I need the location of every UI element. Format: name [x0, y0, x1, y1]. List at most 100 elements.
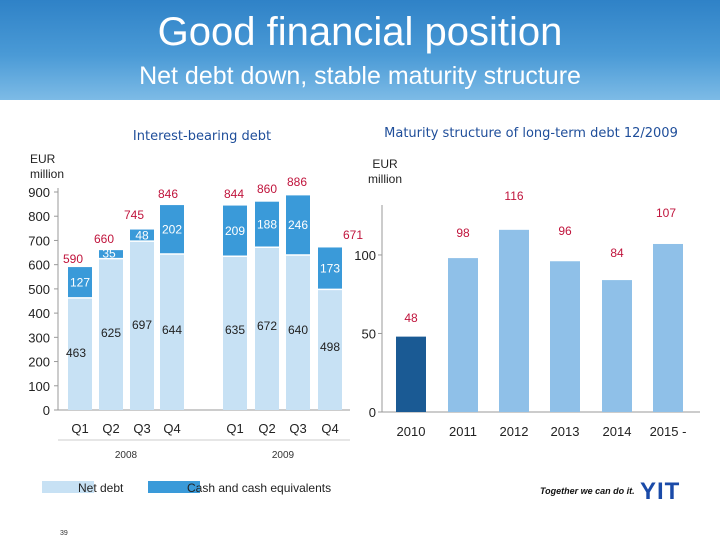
chart2-title: Maturity structure of long-term debt 12/…	[384, 126, 678, 141]
chart2-ylabel-line2: million	[368, 172, 402, 186]
chart1-ylabel-line2: million	[30, 167, 64, 181]
brand-tagline: Together we can do it.	[540, 486, 635, 496]
chart2-xtick: 2010	[397, 424, 426, 439]
chart2-xtick: 2011	[449, 424, 477, 439]
chart1-bar-cash	[160, 205, 184, 255]
chart1-label-cash: 127	[70, 275, 90, 289]
chart1-bar-cash	[99, 250, 123, 259]
slide-title: Good financial position	[157, 10, 563, 54]
chart1-bar-cash	[318, 247, 342, 290]
chart1-label-cash: 209	[225, 224, 245, 238]
chart1-ytick: 100	[28, 379, 50, 394]
chart1-label-total: 745	[124, 208, 144, 222]
chart2-label-value: 84	[610, 246, 624, 260]
chart1-label-cash: 173	[320, 261, 340, 275]
chart2-ytick: 50	[362, 326, 376, 341]
legend-swatch-net-debt	[42, 481, 94, 493]
chart1-xtick: Q3	[133, 421, 150, 436]
legend-label-cash: Cash and cash equivalents	[187, 481, 332, 495]
chart1-label-total: 844	[224, 187, 244, 201]
chart1-group-label: 2009	[272, 450, 295, 461]
brand: Together we can do it. YIT	[540, 478, 710, 505]
chart2-bar	[448, 258, 478, 412]
chart1-label-cash: 35	[102, 247, 116, 261]
chart1-label-total: 886	[287, 175, 307, 189]
chart1-bar-net-debt	[223, 256, 247, 410]
maturity-structure-chart: Maturity structure of long-term debt 12/…	[354, 126, 700, 439]
chart1-label-total: 671	[343, 228, 363, 242]
chart1-bar-net-debt	[255, 247, 279, 410]
legend-label-net-debt: Net debt	[78, 481, 124, 495]
chart1-bar-cash	[286, 195, 310, 255]
chart2-label-value: 48	[404, 311, 418, 325]
chart1-ytick: 400	[28, 306, 50, 321]
chart1-bar-net-debt	[68, 297, 92, 410]
chart1-xtick: Q1	[71, 421, 88, 436]
chart1-label-cash: 188	[257, 217, 277, 231]
header-banner: Good financial position Net debt down, s…	[0, 0, 720, 100]
chart1-group-label: 2008	[115, 450, 138, 461]
chart1-bar-net-debt	[99, 258, 123, 410]
chart2-label-value: 107	[656, 206, 676, 220]
chart1-ytick: 700	[28, 233, 50, 248]
chart1-ytick: 300	[28, 330, 50, 345]
chart1-xtick: Q3	[289, 421, 306, 436]
page-number: 39	[60, 530, 68, 537]
chart2-ytick: 100	[354, 248, 376, 263]
chart1-label-net-debt: 625	[101, 326, 121, 340]
chart1-label-net-debt: 498	[320, 340, 340, 354]
slide-subtitle: Net debt down, stable maturity structure	[139, 62, 581, 90]
chart2-ylabel-line1: EUR	[372, 157, 398, 171]
chart1-xtick: Q2	[258, 421, 275, 436]
chart1-label-total: 860	[257, 182, 277, 196]
chart1-label-net-debt: 463	[66, 346, 86, 360]
chart1-ytick: 900	[28, 185, 50, 200]
chart1-title: Interest-bearing debt	[133, 129, 271, 144]
chart1-label-total: 660	[94, 232, 114, 246]
chart1-label-net-debt: 635	[225, 323, 245, 337]
chart1-xtick: Q2	[102, 421, 119, 436]
chart1-ytick: 800	[28, 209, 50, 224]
chart2-xtick: 2013	[551, 424, 580, 439]
chart1-label-cash: 246	[288, 218, 308, 232]
chart2-label-value: 98	[456, 226, 470, 240]
chart1-label-net-debt: 644	[162, 323, 182, 337]
chart1-label-cash: 48	[135, 228, 149, 242]
chart1-bar-cash	[130, 229, 154, 242]
chart1-label-total: 590	[63, 252, 83, 266]
chart1-bar-cash	[68, 267, 92, 298]
chart2-label-value: 116	[504, 189, 523, 203]
chart1-ytick: 600	[28, 258, 50, 273]
chart1-label-total: 846	[158, 187, 178, 201]
chart1-bar-net-debt	[160, 254, 184, 410]
chart2-bar	[550, 261, 580, 412]
chart1-xtick: Q4	[321, 421, 338, 436]
chart1-bar-net-debt	[130, 241, 154, 410]
chart2-label-value: 96	[558, 224, 572, 238]
chart1-ylabel-line1: EUR	[30, 152, 56, 166]
chart1-ytick: 500	[28, 282, 50, 297]
chart1-label-net-debt: 697	[132, 318, 152, 332]
chart1-ytick: 0	[43, 403, 50, 418]
chart2-bar	[602, 280, 632, 412]
legend: Net debt Cash and cash equivalents	[0, 478, 720, 498]
chart1-label-net-debt: 640	[288, 323, 308, 337]
chart2-bar	[499, 229, 529, 412]
yit-logo: YIT	[640, 478, 681, 505]
chart1-bar-net-debt	[318, 289, 342, 410]
chart2-xtick: 2015 -	[650, 424, 687, 439]
chart1-bar-cash	[223, 205, 247, 257]
chart2-bar	[396, 336, 426, 412]
chart1-xtick: Q1	[226, 421, 243, 436]
chart1-label-cash: 202	[162, 223, 182, 237]
chart2-bar	[653, 243, 683, 412]
chart1-label-net-debt: 672	[257, 319, 277, 333]
chart1-ytick: 200	[28, 355, 50, 370]
chart1-bar-cash	[255, 201, 279, 248]
chart1-xtick: Q4	[163, 421, 180, 436]
chart2-xtick: 2012	[500, 424, 529, 439]
chart1-bar-net-debt	[286, 254, 310, 410]
chart2-xtick: 2014	[603, 424, 632, 439]
